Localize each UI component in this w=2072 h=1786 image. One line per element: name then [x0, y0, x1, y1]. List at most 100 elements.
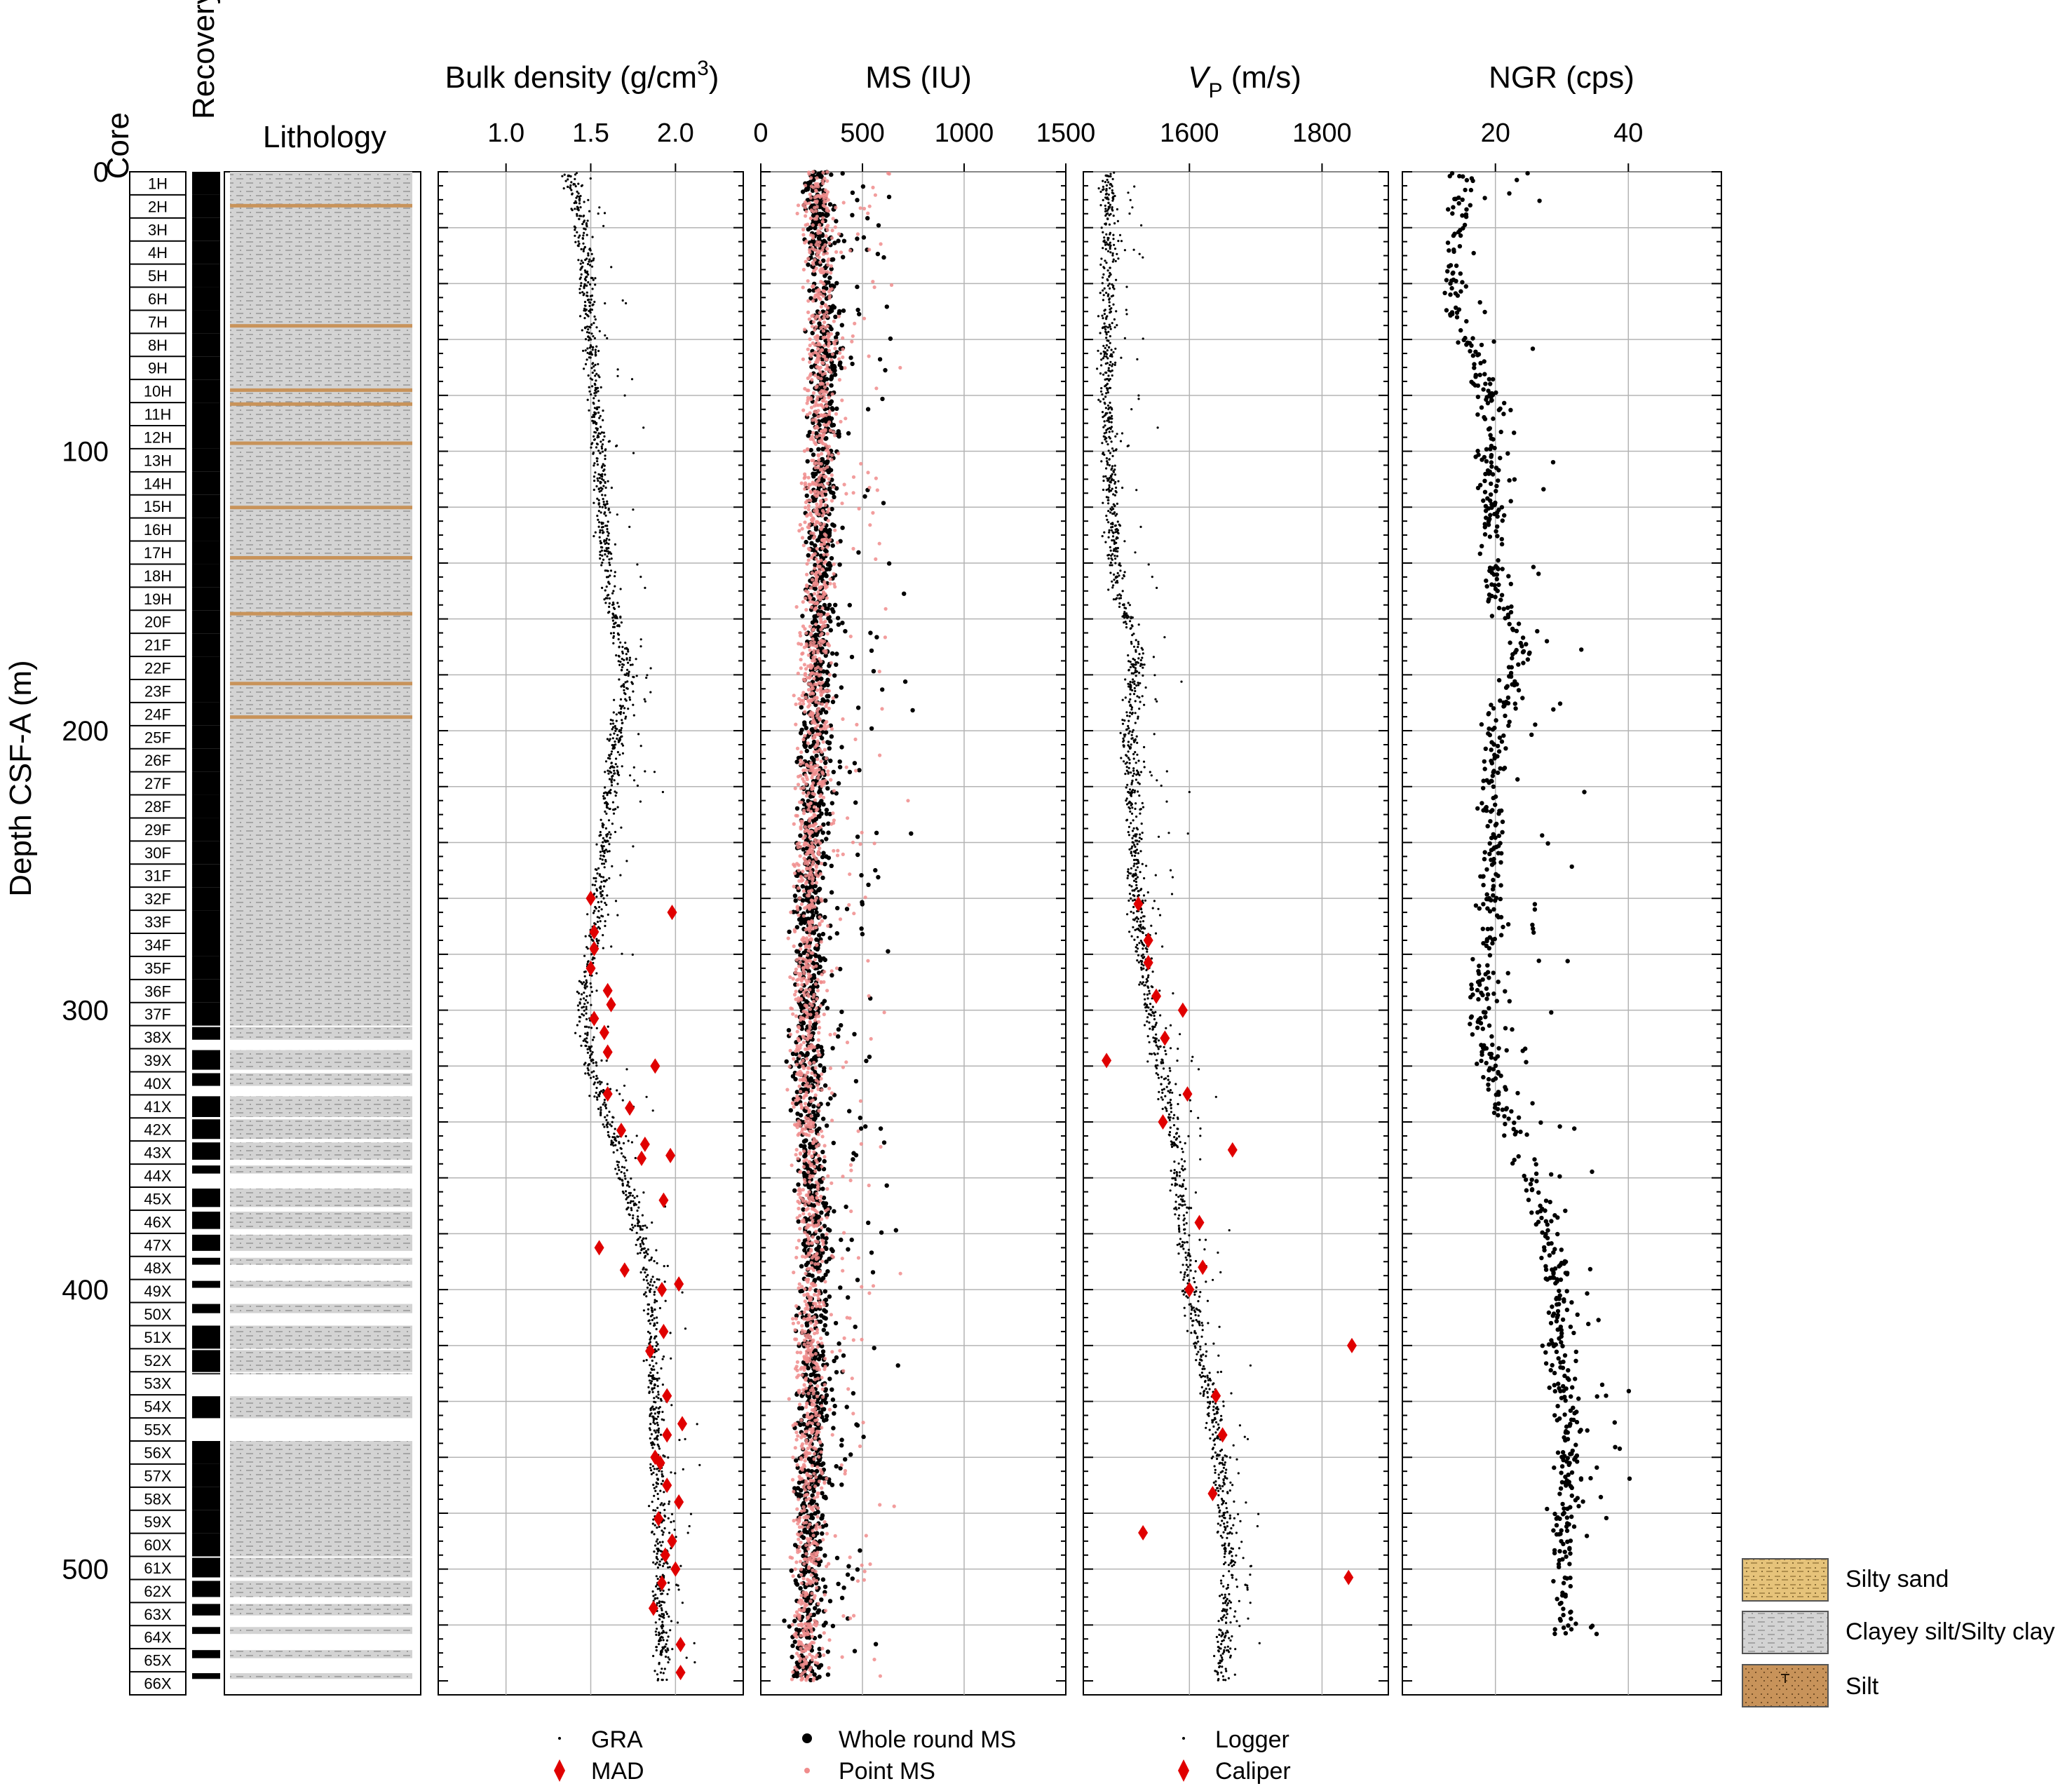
data-point	[668, 1503, 670, 1506]
data-point	[610, 487, 614, 489]
data-point	[593, 1070, 595, 1073]
data-point	[581, 222, 584, 226]
data-point	[616, 1089, 618, 1092]
lithology-interval	[230, 448, 412, 472]
data-point	[621, 658, 623, 661]
data-point	[643, 1251, 646, 1254]
data-point	[656, 1538, 659, 1541]
core-label: 23F	[144, 682, 171, 700]
data-point	[599, 550, 602, 553]
data-point	[612, 726, 615, 729]
data-point	[825, 1269, 830, 1274]
recovery-bar	[192, 1627, 220, 1635]
data-point	[642, 1266, 645, 1269]
data-point	[656, 1548, 659, 1550]
data-point	[820, 418, 825, 424]
lithology-interval	[230, 1533, 412, 1557]
data-point	[632, 1226, 635, 1229]
data-point	[808, 337, 812, 341]
data-point	[788, 1108, 794, 1113]
lithology-interval	[230, 426, 412, 449]
data-point	[577, 1008, 580, 1012]
data-point	[578, 292, 581, 295]
data-point	[653, 1293, 656, 1296]
data-point	[799, 705, 804, 710]
data-point	[584, 326, 587, 329]
data-point	[830, 374, 834, 379]
data-point	[593, 382, 596, 386]
data-point	[624, 693, 627, 696]
data-point	[657, 1397, 660, 1400]
data-point	[596, 477, 599, 480]
data-point	[599, 452, 602, 454]
data-point	[595, 895, 598, 898]
data-point	[594, 277, 597, 280]
data-point	[602, 410, 604, 412]
data-point	[653, 1487, 656, 1489]
data-point	[605, 812, 608, 815]
data-point	[578, 243, 581, 245]
data-point	[595, 379, 597, 382]
data-point	[797, 1480, 802, 1485]
data-point	[813, 952, 818, 958]
core-label: 4H	[148, 244, 168, 262]
data-point	[830, 304, 836, 309]
data-point	[632, 508, 635, 511]
data-point	[595, 938, 598, 940]
data-point	[792, 694, 796, 698]
data-point	[611, 612, 614, 616]
data-point	[583, 283, 586, 285]
data-point	[561, 175, 564, 177]
recovery-bar	[192, 287, 220, 311]
lithology-interval	[230, 1441, 412, 1464]
data-point	[585, 981, 588, 984]
data-point	[606, 500, 609, 503]
data-point	[831, 769, 837, 775]
data-point	[829, 266, 834, 271]
data-point	[583, 1003, 586, 1006]
data-point	[794, 1101, 799, 1107]
data-point	[637, 1238, 640, 1240]
data-point	[576, 212, 578, 215]
data-point	[621, 765, 623, 768]
core-label: 46X	[144, 1213, 171, 1231]
data-point	[656, 1300, 658, 1303]
core-label: 8H	[148, 337, 168, 354]
data-point	[834, 662, 839, 667]
data-point	[584, 259, 587, 262]
data-point	[585, 331, 589, 334]
data-point	[667, 1656, 670, 1659]
data-point	[824, 1236, 829, 1241]
data-point	[832, 1403, 837, 1409]
data-point	[835, 331, 840, 337]
data-point	[590, 446, 593, 449]
data-point	[569, 187, 571, 189]
data-point	[582, 1039, 585, 1042]
caliper-point	[657, 1282, 667, 1298]
data-point	[806, 433, 811, 438]
data-point	[617, 1166, 620, 1169]
data-point	[652, 1561, 655, 1564]
data-point	[649, 667, 652, 670]
data-point	[820, 1048, 825, 1053]
data-point	[630, 1177, 632, 1180]
data-point	[584, 1062, 587, 1064]
data-point	[578, 992, 581, 995]
data-point	[813, 617, 818, 622]
core-label: 21F	[144, 637, 171, 654]
data-point	[583, 954, 586, 957]
data-point	[600, 549, 604, 552]
data-point	[578, 1016, 582, 1019]
data-point	[826, 830, 831, 835]
data-point	[881, 1140, 887, 1145]
data-point	[602, 897, 605, 900]
data-point	[578, 198, 581, 201]
data-point	[664, 1649, 667, 1652]
recovery-bar	[192, 471, 220, 495]
data-point	[667, 1566, 670, 1569]
data-point	[902, 591, 907, 596]
data-point	[611, 744, 614, 747]
data-point	[614, 830, 617, 834]
data-point	[596, 916, 599, 919]
lithology-interval	[230, 587, 412, 611]
